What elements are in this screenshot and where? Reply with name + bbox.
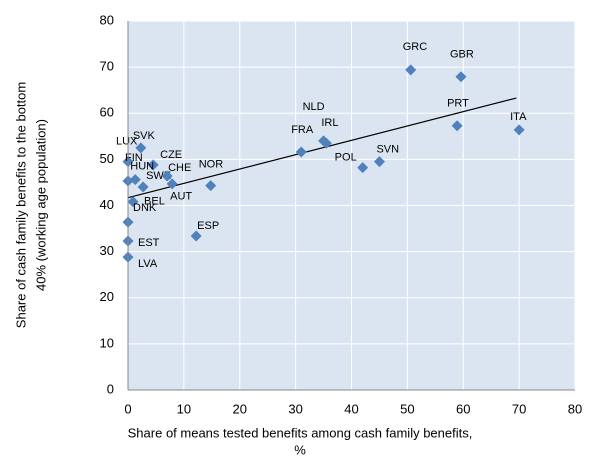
point-label: SVK — [133, 130, 156, 142]
point-label: ESP — [197, 220, 219, 232]
x-tick-label: 50 — [400, 401, 414, 416]
marker — [135, 142, 147, 154]
point-label: SVN — [376, 144, 399, 156]
marker — [166, 178, 178, 190]
point-label: ITA — [510, 111, 527, 123]
point-label: HUN — [130, 161, 154, 173]
y-tick-label: 50 — [100, 151, 114, 166]
y-tick-label: 40 — [100, 197, 114, 212]
point-label: LVA — [138, 258, 158, 270]
x-tick-label: 80 — [568, 401, 582, 416]
x-tick-label: 0 — [124, 401, 131, 416]
point-label: IRL — [321, 117, 338, 129]
point-label: POL — [335, 152, 357, 164]
x-tick-label: 30 — [288, 401, 302, 416]
marker — [357, 162, 369, 174]
y-tick-label: 10 — [100, 335, 114, 350]
point-label: FRA — [291, 124, 314, 136]
point-label: NLD — [303, 101, 325, 113]
point-label: PRT — [447, 98, 469, 110]
x-tick-label: 20 — [233, 401, 247, 416]
x-tick-label: 10 — [177, 401, 191, 416]
x-tick-label: 60 — [456, 401, 470, 416]
marker — [320, 137, 332, 149]
marker — [127, 196, 139, 208]
point-label: CZE — [160, 149, 182, 161]
marker — [137, 181, 149, 193]
x-axis-title: Share of means tested benefits among cas… — [128, 425, 473, 440]
point-label: NOR — [199, 159, 224, 171]
point-label: DNK — [133, 202, 157, 214]
x-tick-label: 70 — [512, 401, 526, 416]
point-label: CHE — [168, 162, 191, 174]
y-axis-title: Share of cash family benefits to the bot… — [13, 82, 28, 328]
x-tick-label: 40 — [344, 401, 358, 416]
marker — [190, 230, 202, 242]
point-label: AUT — [170, 191, 192, 203]
x-axis-title: % — [294, 442, 306, 457]
marker — [405, 64, 417, 76]
point-label: FIN — [125, 152, 143, 164]
marker — [455, 71, 467, 83]
trendline — [127, 97, 517, 199]
point-label: BEL — [144, 196, 165, 208]
marker — [147, 159, 159, 171]
marker — [161, 170, 173, 182]
y-tick-label: 30 — [100, 243, 114, 258]
y-axis-title: 40% (working age population) — [33, 119, 48, 291]
y-tick-label: 70 — [100, 59, 114, 74]
point-label: GBR — [450, 49, 474, 61]
marker — [373, 156, 385, 168]
y-tick-label: 0 — [107, 381, 114, 396]
marker — [129, 174, 141, 186]
point-label: EST — [138, 237, 160, 249]
point-label: GRC — [403, 41, 428, 53]
y-tick-label: 80 — [100, 12, 114, 27]
marker — [205, 180, 217, 192]
marker — [451, 120, 463, 132]
marker — [513, 124, 525, 136]
y-tick-label: 20 — [100, 289, 114, 304]
marker — [295, 146, 307, 158]
y-tick-label: 60 — [100, 105, 114, 120]
point-label: LUX — [116, 136, 138, 148]
